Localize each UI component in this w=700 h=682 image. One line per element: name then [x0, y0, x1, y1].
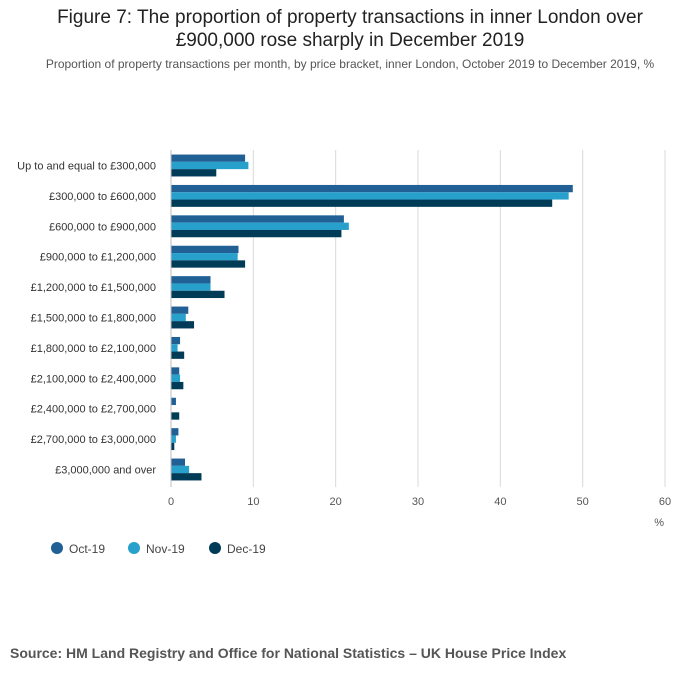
legend-marker	[128, 542, 140, 554]
legend-label: Dec-19	[227, 542, 266, 556]
category-label: £900,000 to £1,200,000	[40, 252, 156, 264]
bar	[171, 306, 189, 314]
bar	[171, 465, 190, 474]
x-tick-label: 60	[659, 496, 671, 508]
bar	[171, 253, 238, 261]
bar	[171, 435, 176, 443]
bar	[171, 192, 569, 200]
bar	[171, 374, 181, 382]
bar	[171, 381, 184, 390]
x-tick-label: 20	[330, 496, 342, 508]
bar	[171, 344, 178, 352]
bar	[171, 215, 344, 223]
bar	[171, 351, 185, 359]
bar	[171, 321, 195, 329]
chart-title: Figure 7: The proportion of property tra…	[57, 7, 643, 51]
x-tick-label: 0	[168, 496, 174, 508]
legend-marker	[51, 542, 63, 554]
category-label: £600,000 to £900,000	[49, 221, 156, 233]
category-label: Up to and equal to £300,000	[17, 161, 156, 173]
chart-subtitle: Proportion of property transactions per …	[45, 57, 655, 71]
bar	[171, 442, 175, 451]
bar	[171, 336, 181, 345]
category-label: £1,500,000 to £1,800,000	[31, 313, 156, 325]
bar-chart: 0 10 20 30 40 50 60% Up to and equal to £300,00…	[17, 150, 671, 556]
x-tick-label: 50	[577, 496, 589, 508]
bar	[171, 154, 246, 162]
bar	[171, 245, 239, 254]
bar	[171, 283, 211, 291]
bar	[171, 199, 553, 207]
category-label: £2,100,000 to £2,400,000	[31, 373, 156, 385]
bar	[171, 169, 217, 177]
legend-marker	[209, 542, 221, 554]
bar	[171, 428, 179, 436]
category-label: £2,700,000 to £3,000,000	[31, 434, 156, 446]
legend-label: Nov-19	[146, 542, 185, 556]
bar	[171, 161, 249, 170]
bar	[171, 229, 342, 238]
category-label: £3,000,000 and over	[55, 465, 156, 477]
bar	[171, 222, 349, 230]
bar	[171, 290, 225, 299]
bar	[171, 367, 180, 375]
legend-label: Oct-19	[69, 542, 105, 556]
category-label: £1,200,000 to £1,500,000	[31, 282, 156, 294]
bar	[171, 458, 185, 466]
x-tick-label: 30	[412, 496, 424, 508]
x-tick-label: 40	[494, 496, 506, 508]
category-label: £2,400,000 to £2,700,000	[31, 404, 156, 416]
bar	[171, 412, 180, 420]
x-tick-label: 10	[247, 496, 259, 508]
bar	[171, 473, 202, 481]
category-label: £300,000 to £600,000	[49, 191, 156, 203]
bar	[171, 184, 573, 193]
bar	[171, 313, 186, 322]
source-note: Source: HM Land Registry and Office for …	[10, 645, 567, 661]
bar	[171, 276, 211, 284]
category-label: £1,800,000 to £2,100,000	[31, 343, 156, 355]
bar	[171, 397, 176, 406]
bar	[171, 260, 246, 268]
x-axis-label: %	[654, 517, 664, 529]
